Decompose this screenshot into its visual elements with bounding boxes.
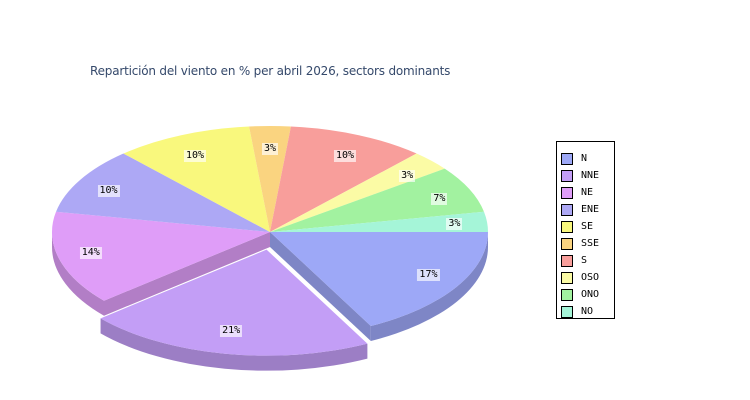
legend-label-NO: NO [581,306,594,317]
legend-item-N: N [561,150,614,167]
legend-item-ONO: ONO [561,286,614,303]
legend-label-ENE: ENE [581,204,600,215]
legend-item-S: S [561,252,614,269]
pie-slice-face-NE [104,232,270,316]
pie-slice-SSE [249,125,291,232]
slice-label-NNE: 21% [220,324,243,337]
legend-swatch-N [561,152,573,165]
legend-item-ENE: ENE [561,201,614,218]
legend-item-SE: SE [561,218,614,235]
pie-slice-wall-NE [51,232,105,316]
slice-label-SE: 10% [183,150,207,163]
pie-slice-ENE [56,153,270,232]
legend-label-NE: NE [581,187,594,198]
pie-slice-NE [51,211,270,301]
slice-label-N: 17% [417,268,440,281]
slice-label-ENE: 10% [97,185,120,198]
pie-slice-wall-N [370,232,488,341]
legend-item-NO: NO [561,303,614,320]
pie-slice-NO [270,211,488,232]
legend-label-SE: SE [581,221,594,232]
legend-swatch-NO [561,305,573,318]
slice-label-ONO: 7% [431,192,448,205]
slice-label-NO: 3% [446,218,463,231]
pie-slice-face-N [270,232,371,341]
legend-swatch-NE [561,186,573,199]
pie-slice-NNE [100,249,368,356]
legend-swatch-NNE [561,169,573,182]
slice-label-SSE: 3% [261,143,279,156]
legend-label-S: S [581,255,588,266]
legend-swatch-SSE [561,237,573,250]
legend-item-NE: NE [561,184,614,201]
slice-label-S: 10% [333,150,357,163]
legend-swatch-SE [561,220,573,233]
legend-swatch-S [561,254,573,267]
legend-label-OSO: OSO [581,272,600,283]
legend: N NNE NE ENE SE SSE S OSO ONO NO [556,141,615,319]
legend-label-NNE: NNE [581,170,600,181]
legend-item-SSE: SSE [561,235,614,252]
chart-title: Repartición del viento en % per abril 20… [90,64,451,78]
slice-label-OSO: 3% [399,170,416,183]
legend-item-OSO: OSO [561,269,614,286]
pie-slice-wall-NNE [100,318,368,371]
pie-slice-ONO [270,168,484,232]
legend-swatch-ONO [561,288,573,301]
legend-label-ONO: ONO [581,289,600,300]
legend-item-NNE: NNE [561,167,614,184]
legend-label-SSE: SSE [581,238,600,249]
slice-label-NE: 14% [79,246,102,259]
pie-slice-SE [123,126,270,232]
legend-swatch-OSO [561,271,573,284]
legend-label-N: N [581,153,588,164]
pie-slice-S [270,126,417,232]
legend-swatch-ENE [561,203,573,216]
pie-slice-N [270,232,488,326]
